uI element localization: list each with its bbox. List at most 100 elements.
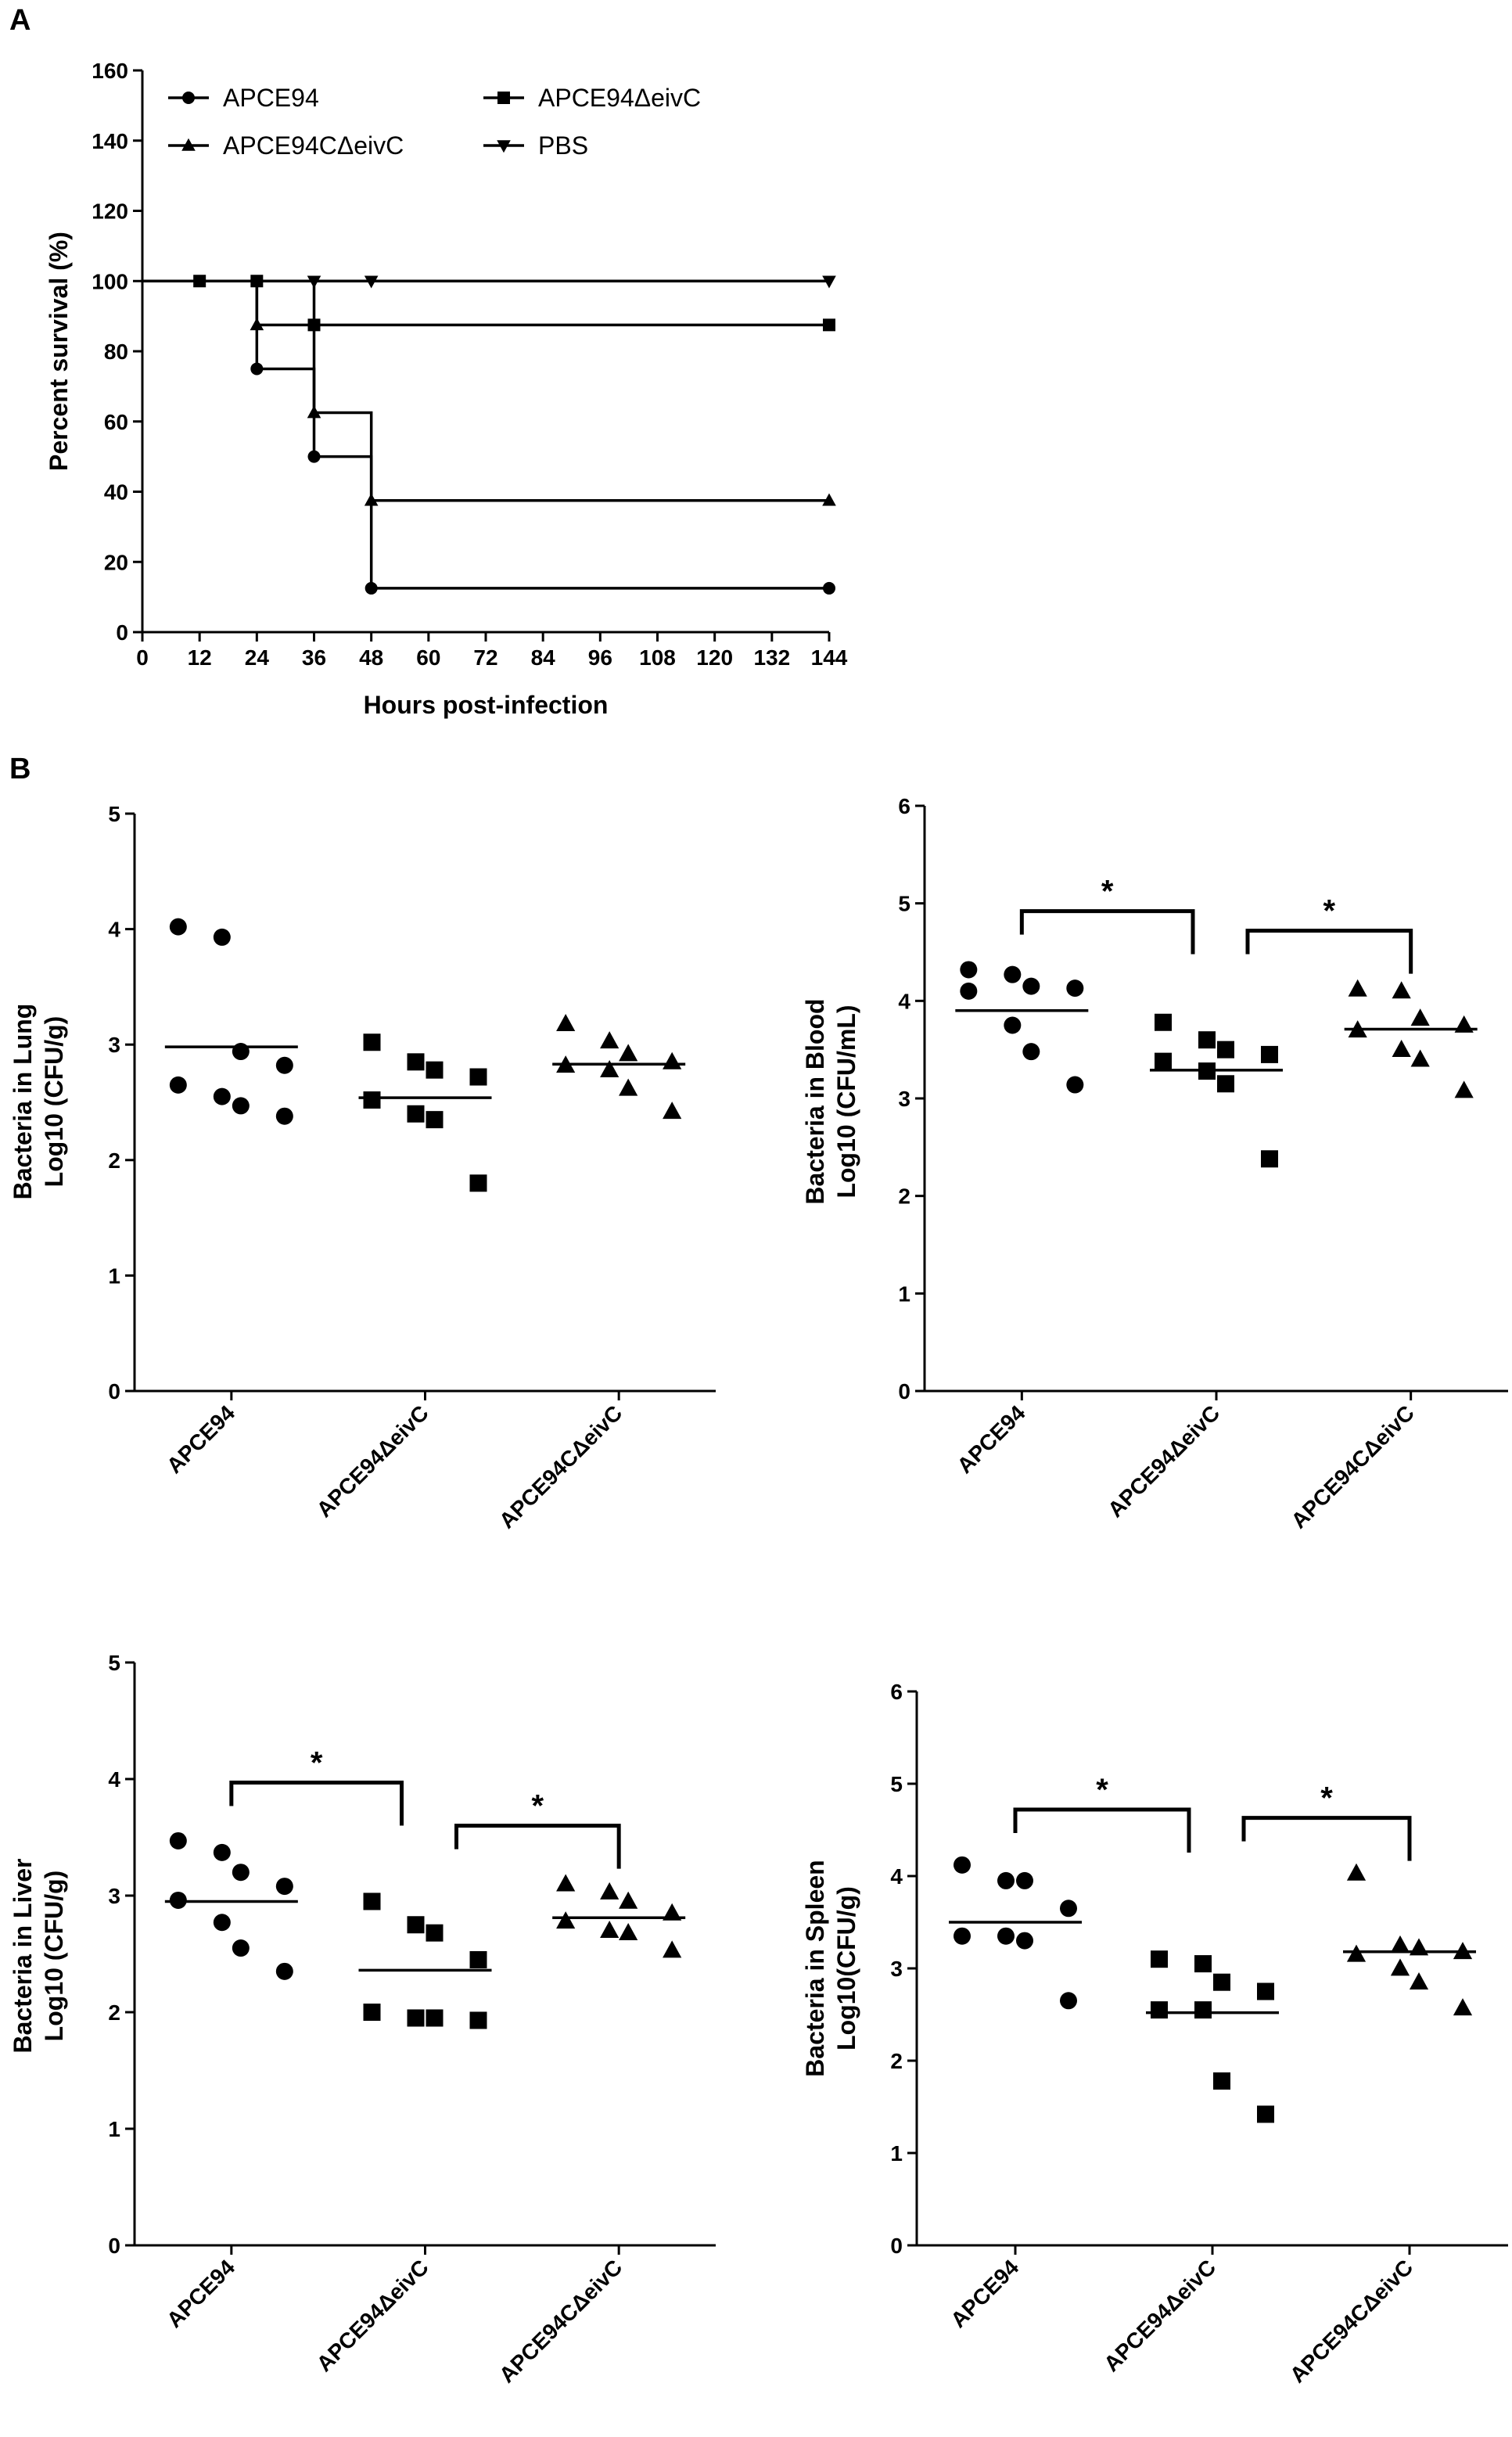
y-axis-title-units: Log10 (CFU/mL) — [832, 1005, 860, 1198]
legend-label-apce94cdelta-eivc: APCE94CΔeivC — [223, 131, 404, 160]
data-point-apce94cdelta-eivc — [619, 1891, 638, 1909]
liver-dot-plot: 0 1 2 3 4 5 APCE94 APCE94ΔeivC APCE94CΔeivC Bacte… — [9, 1651, 716, 2388]
y-tick-label: 3 — [898, 1087, 910, 1111]
x-tick-label: 36 — [302, 645, 326, 670]
data-point-apce94delta-eivc — [363, 1892, 381, 1910]
x-tick-label: 96 — [588, 645, 612, 670]
y-tick-label: 6 — [890, 1680, 903, 1704]
data-point-apce94cdelta-eivc — [1346, 1863, 1367, 1881]
survival-point-apce94cdelta-eivc — [250, 318, 264, 331]
series-line-apce94cdelta-eivc — [142, 279, 829, 502]
y-tick-label: 80 — [104, 340, 128, 364]
category-label-apce94cdelta-eivc: APCE94CΔeivC — [1285, 2255, 1417, 2387]
data-point-apce94delta-eivc — [1213, 1973, 1230, 1991]
data-point-apce94 — [232, 1939, 250, 1957]
y-tick-label: 140 — [92, 129, 128, 153]
panel-a-label: A — [9, 4, 31, 37]
series-line-apce94 — [142, 279, 829, 590]
data-point-apce94 — [997, 1927, 1015, 1945]
y-tick-label: 5 — [898, 892, 910, 916]
data-point-apce94delta-eivc — [1155, 1013, 1172, 1031]
data-point-apce94 — [1016, 1932, 1033, 1950]
data-point-apce94cdelta-eivc — [556, 1013, 576, 1031]
data-point-apce94delta-eivc — [363, 1033, 381, 1051]
y-axis-title-units: Log10 (CFU/g) — [40, 1871, 68, 2042]
data-point-apce94delta-eivc — [1257, 2105, 1274, 2123]
legend-marker-pbs — [497, 140, 511, 153]
data-point-apce94cdelta-eivc — [600, 1031, 620, 1049]
x-tick-label: 84 — [531, 645, 556, 670]
y-axis-title: Bacteria in Lung — [9, 1004, 37, 1200]
x-tick-label: 60 — [416, 645, 440, 670]
y-tick-label: 0 — [116, 620, 128, 645]
category-label-apce94delta-eivc: APCE94ΔeivC — [1103, 1400, 1224, 1522]
x-tick-label: 120 — [696, 645, 733, 670]
y-tick-label: 1 — [108, 1263, 120, 1288]
y-tick-label: 4 — [890, 1864, 903, 1889]
x-tick-label: 48 — [359, 645, 383, 670]
legend-marker-apce94delta-eivc — [497, 92, 510, 104]
y-tick-label: 160 — [92, 59, 128, 83]
y-tick-label: 4 — [108, 1767, 120, 1792]
data-point-apce94delta-eivc — [363, 1091, 381, 1109]
data-point-apce94cdelta-eivc — [1410, 1049, 1430, 1067]
data-point-apce94 — [213, 1843, 231, 1861]
data-point-apce94cdelta-eivc — [619, 1923, 638, 1941]
data-point-apce94delta-eivc — [469, 1950, 487, 1968]
y-tick-label: 2 — [890, 2049, 903, 2073]
data-point-apce94 — [169, 1076, 187, 1094]
data-point-apce94 — [275, 1878, 293, 1896]
data-point-apce94 — [213, 928, 231, 946]
data-point-apce94 — [232, 1097, 250, 1115]
data-point-apce94 — [1066, 979, 1084, 997]
data-point-apce94 — [960, 982, 978, 1000]
data-point-apce94delta-eivc — [469, 1068, 487, 1086]
survival-point-apce94cdelta-eivc — [364, 493, 379, 506]
legend-label-pbs: PBS — [538, 131, 588, 160]
data-point-apce94 — [954, 1856, 971, 1874]
data-point-apce94 — [213, 1087, 231, 1105]
y-tick-label: 40 — [104, 480, 128, 505]
data-point-apce94 — [169, 1831, 187, 1849]
data-point-apce94delta-eivc — [426, 1924, 444, 1942]
category-label-apce94delta-eivc: APCE94ΔeivC — [312, 1400, 433, 1522]
data-point-apce94delta-eivc — [426, 1111, 444, 1129]
y-tick-label: 2 — [108, 1148, 120, 1173]
y-tick-label: 2 — [898, 1184, 910, 1209]
category-label-apce94delta-eivc: APCE94ΔeivC — [1099, 2255, 1220, 2376]
lung-dot-plot: 0 1 2 3 4 5 APCE94 APCE94ΔeivC APCE94CΔeivC Bacte… — [9, 802, 716, 1533]
category-label-apce94: APCE94 — [946, 2255, 1023, 2332]
significance-bracket — [229, 1780, 404, 1826]
significance-bracket — [1241, 1816, 1412, 1861]
y-tick-label: 120 — [92, 199, 128, 224]
x-tick-label: 132 — [753, 645, 790, 670]
data-point-apce94delta-eivc — [426, 1061, 444, 1079]
data-point-apce94 — [232, 1043, 250, 1061]
data-point-apce94delta-eivc — [469, 1174, 487, 1192]
category-label-apce94: APCE94 — [162, 2255, 239, 2332]
data-point-apce94 — [275, 1962, 293, 1980]
data-point-apce94cdelta-eivc — [1346, 1944, 1367, 1962]
data-point-apce94 — [1022, 977, 1040, 995]
data-point-apce94cdelta-eivc — [1454, 1080, 1474, 1098]
significance-bracket — [454, 1824, 621, 1869]
significance-star: * — [1101, 875, 1114, 909]
data-point-apce94delta-eivc — [1217, 1041, 1234, 1059]
data-point-apce94delta-eivc — [1257, 1982, 1274, 2000]
x-tick-label: 144 — [811, 645, 848, 670]
data-point-apce94cdelta-eivc — [600, 1921, 620, 1939]
data-point-apce94 — [1066, 1076, 1084, 1094]
data-point-apce94cdelta-eivc — [1392, 981, 1411, 999]
data-point-apce94 — [1060, 1992, 1077, 2010]
data-point-apce94 — [213, 1914, 231, 1932]
data-point-apce94 — [1022, 1043, 1040, 1061]
y-tick-label: 4 — [898, 989, 910, 1013]
data-point-apce94 — [954, 1927, 971, 1945]
y-tick-label: 2 — [108, 2000, 120, 2025]
x-tick-label: 24 — [245, 645, 270, 670]
y-tick-label: 1 — [898, 1281, 910, 1306]
y-tick-label: 4 — [108, 918, 120, 942]
y-tick-label: 5 — [108, 802, 120, 826]
data-point-apce94cdelta-eivc — [663, 1940, 682, 1958]
